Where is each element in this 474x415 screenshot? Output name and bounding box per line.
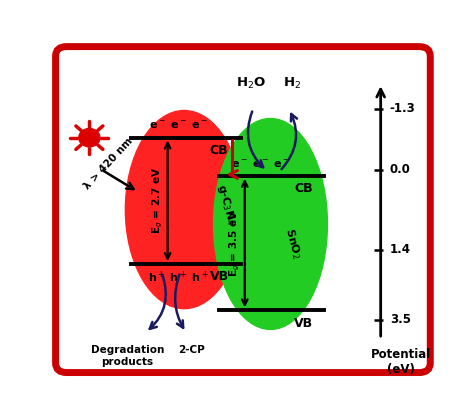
- Text: CB: CB: [210, 144, 228, 157]
- Text: -1.3: -1.3: [390, 103, 416, 115]
- Text: H$_2$: H$_2$: [283, 76, 301, 91]
- Text: 2-CP: 2-CP: [178, 345, 205, 355]
- Text: CB: CB: [294, 183, 313, 195]
- Ellipse shape: [213, 119, 328, 330]
- FancyBboxPatch shape: [55, 46, 430, 373]
- Text: 0.0: 0.0: [390, 163, 411, 176]
- Text: e$^-$ e$^-$ e$^-$: e$^-$ e$^-$ e$^-$: [149, 120, 209, 131]
- Text: E$_g$ = 2.7 eV: E$_g$ = 2.7 eV: [150, 167, 164, 234]
- Text: E$_g$ = 3.5 eV: E$_g$ = 3.5 eV: [227, 210, 242, 277]
- Text: e$^-$ e$^-$ e$^-$: e$^-$ e$^-$ e$^-$: [231, 159, 291, 170]
- Text: h$^+$ h$^+$ h$^+$: h$^+$ h$^+$ h$^+$: [148, 270, 209, 285]
- Text: SnO$_2$: SnO$_2$: [282, 226, 303, 260]
- Text: VB: VB: [210, 270, 228, 283]
- Text: 1.4: 1.4: [390, 243, 411, 256]
- Text: Potential
(eV): Potential (eV): [371, 348, 431, 376]
- Text: λ > 420 nm: λ > 420 nm: [82, 136, 135, 191]
- Text: VB: VB: [294, 317, 313, 330]
- Circle shape: [79, 129, 100, 147]
- Text: Degradation
products: Degradation products: [91, 345, 164, 367]
- Text: g-C$_3$N$_4$: g-C$_3$N$_4$: [214, 183, 238, 227]
- Text: H$_2$O: H$_2$O: [236, 76, 266, 91]
- Text: 3.5: 3.5: [390, 313, 411, 326]
- Ellipse shape: [125, 110, 243, 309]
